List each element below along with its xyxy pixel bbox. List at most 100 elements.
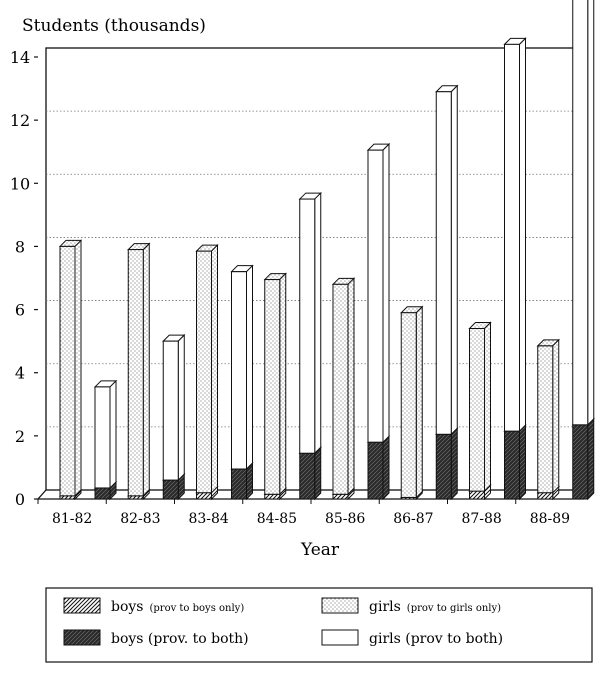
bar-boys-both-84-85-front [299, 452, 316, 500]
bar-boys-both-83-84-front [231, 468, 247, 500]
legend-label-main: boys [111, 599, 143, 615]
bar-boys-both-88-89-side [587, 417, 595, 501]
bar-boys-both-84-85-side [314, 446, 322, 501]
bar-girls-only-83-84-side [211, 243, 218, 494]
bar-girls-only-86-87 [400, 305, 424, 499]
bar-boys-both-86-87-side [450, 427, 458, 501]
legend-label: boys (prov. to both) [111, 631, 249, 647]
bar-girls-only-83-84 [195, 243, 219, 494]
y-tick-label: 8 [15, 237, 25, 256]
y-tick-label: 6 [15, 301, 25, 320]
x-tick-label: 86-87 [393, 511, 433, 527]
x-tick-label: 81-82 [52, 511, 92, 527]
bar-girls-only-81-82-side [74, 239, 82, 498]
bar-girls-both-83-84-front [231, 271, 247, 470]
bar-girls-only-87-88 [468, 321, 492, 493]
bar-girls-only-84-85 [263, 272, 287, 496]
bar-boys-only-88-89-front [537, 492, 554, 500]
bar-girls-only-88-89-side [552, 338, 560, 494]
x-ticks: 81-82 82-83 83-84 84-85 85-86 86-87 87-88 88-89 [37, 499, 570, 527]
bar-boys-both-85-86 [366, 434, 391, 501]
bar-boys-both-87-88 [503, 423, 527, 501]
legend-box [45, 587, 593, 663]
bar-girls-only-88-89 [536, 338, 560, 494]
legend-label: boys (prov to boys only) [111, 599, 244, 615]
bar-girls-both-82-83-front [162, 340, 179, 481]
bar-boys-both-81-82-front [94, 487, 111, 500]
bar-boys-only-85-86-front [332, 493, 349, 500]
bar-girls-both-83-84-side [246, 264, 253, 471]
bar-girls-both-83-84 [230, 264, 254, 471]
y-tick-label: 0 [15, 490, 25, 509]
bar-girls-both-87-88-side [519, 37, 526, 433]
bar-girls-only-81-82 [58, 239, 83, 498]
y-tick-label: 2 [15, 427, 25, 446]
bar-girls-both-84-85 [298, 191, 322, 455]
bar-boys-both-85-86-front [367, 441, 384, 500]
legend-swatch [63, 629, 101, 646]
bar-girls-only-82-83-front [127, 249, 144, 497]
legend: boys (prov to boys only) boys (prov. to bo… [63, 597, 503, 647]
bar-girls-both-84-85-side [314, 191, 322, 455]
bar-girls-only-86-87-side [415, 305, 423, 499]
bar-boys-only-87-88-front [469, 490, 485, 500]
bars [58, 0, 595, 501]
bar-girls-only-85-86 [331, 277, 356, 496]
bar-boys-both-84-85 [298, 446, 322, 501]
legend-label-main: boys (prov. to both) [111, 631, 249, 647]
bar-boys-both-86-87-front [435, 433, 452, 500]
x-tick-label: 83-84 [188, 511, 228, 527]
bar-girls-both-81-82-side [109, 379, 117, 490]
legend-label-sub: (prov to girls only) [407, 603, 501, 614]
bar-girls-both-86-87-front [435, 91, 452, 435]
bar-girls-both-81-82-front [94, 386, 111, 489]
bar-girls-only-84-85-side [279, 272, 287, 496]
y-tick-label: 14 [10, 48, 30, 67]
bar-girls-both-81-82 [93, 379, 118, 490]
bar-boys-only-84-85-front [264, 493, 281, 500]
x-tick-label: 82-83 [120, 511, 160, 527]
y-tick-label: 12 [10, 111, 30, 130]
legend-label: girls (prov to both) [369, 631, 503, 647]
bar-boys-both-82-83-front [162, 479, 179, 500]
y-tick-label: 4 [15, 364, 25, 383]
y-ticks: 0 2 4 6 8 10 12 14 [10, 48, 38, 509]
bar-boys-both-87-88-side [519, 423, 526, 501]
x-tick-label: 88-89 [530, 511, 570, 527]
legend-label-sub: (prov to boys only) [149, 603, 244, 614]
bar-girls-both-88-89-side [587, 0, 595, 427]
bar-boys-only-83-84-front [196, 492, 212, 500]
bar-girls-both-87-88 [503, 37, 527, 433]
bar-girls-both-86-87 [435, 84, 459, 436]
bar-girls-only-87-88-side [484, 321, 491, 493]
x-tick-label: 84-85 [257, 511, 297, 527]
bar-girls-both-88-89 [572, 0, 595, 427]
bar-girls-only-81-82-front [59, 245, 76, 497]
bar-girls-only-82-83-side [142, 242, 150, 498]
x-tick-label: 87-88 [461, 511, 501, 527]
bar-girls-both-85-86 [366, 142, 391, 444]
legend-label: girls (prov to girls only) [369, 599, 501, 615]
bar-girls-only-86-87-front [400, 312, 417, 498]
bar-girls-only-88-89-front [537, 345, 554, 494]
x-axis-label: Year [300, 540, 340, 560]
bar-girls-both-85-86-front [367, 149, 384, 443]
bar-girls-both-84-85-front [299, 198, 316, 454]
legend-swatch [321, 597, 359, 614]
bar-girls-both-85-86-side [382, 142, 390, 444]
legend-label-main: girls [369, 599, 401, 615]
bar-girls-only-84-85-front [264, 279, 281, 495]
bar-girls-both-86-87-side [450, 84, 458, 436]
bar-girls-only-85-86-side [347, 277, 355, 496]
bar-boys-both-87-88-front [504, 430, 520, 500]
bar-boys-both-88-89-front [572, 424, 589, 500]
legend-label-main: girls (prov to both) [369, 631, 503, 647]
legend-swatch [321, 629, 359, 646]
y-tick-label: 10 [10, 174, 30, 193]
bar-girls-only-82-83 [127, 242, 151, 498]
bar-girls-both-82-83 [162, 333, 186, 482]
bar-boys-both-86-87 [435, 427, 459, 501]
bar-boys-both-85-86-side [382, 434, 390, 501]
legend-swatch [63, 597, 101, 614]
